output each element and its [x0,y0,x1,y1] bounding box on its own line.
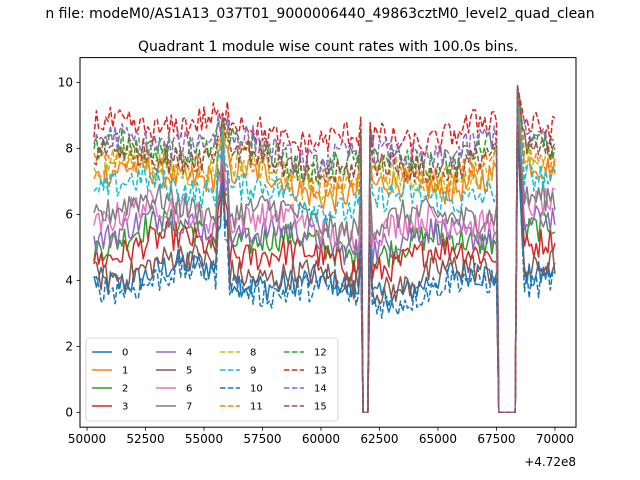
legend-label-3: 3 [122,402,128,413]
x-axis: 50000 52500 55000 57500 60000 62500 65000 67500… [68,427,574,446]
legend-label-1: 1 [122,366,128,377]
legend-label-7: 7 [186,402,192,413]
series-line-4 [93,107,556,414]
legend-label-4: 4 [186,348,192,359]
y-tick-label: 8 [65,142,73,156]
y-tick-label: 2 [65,340,73,354]
figure-suptitle: n file: modeM0/AS1A13_037T01_9000006440_… [45,6,594,22]
x-tick-label: 70000 [536,432,574,446]
x-tick-label: 62500 [360,432,398,446]
legend-box [85,337,339,422]
series-line-0 [93,128,556,414]
series-line-9 [93,94,556,414]
series-line-15 [93,87,556,414]
axes-frame [79,57,577,428]
x-offset-label: +4.72e8 [524,455,576,469]
series-line-5 [93,126,556,414]
x-tick-label: 67500 [477,432,515,446]
x-tick-label: 52500 [126,432,164,446]
x-tick-label: 55000 [185,432,223,446]
legend-label-12: 12 [314,348,327,359]
legend-label-0: 0 [122,348,128,359]
series-line-10 [93,137,556,414]
x-tick-label: 57500 [243,432,281,446]
y-tick-label: 4 [65,274,73,288]
legend-label-11: 11 [250,402,263,413]
legend-label-14: 14 [314,384,327,395]
plot-area [93,84,556,414]
x-tick-label: 50000 [68,432,106,446]
y-tick-label: 10 [58,76,73,90]
legend-label-6: 6 [186,384,192,395]
legend-label-13: 13 [314,366,327,377]
series-line-13 [93,84,556,414]
y-axis: 0 2 4 6 8 10 [58,76,80,420]
legend-label-2: 2 [122,384,128,395]
x-tick-label: 65000 [419,432,457,446]
legend-label-5: 5 [186,366,192,377]
legend-label-10: 10 [250,384,263,395]
legend-label-8: 8 [250,348,256,359]
legend-label-15: 15 [314,402,327,413]
series-line-14 [93,86,556,414]
y-tick-label: 0 [65,406,73,420]
x-tick-label: 60000 [302,432,340,446]
chart-title: Quadrant 1 module wise count rates with … [138,39,518,55]
y-tick-label: 6 [65,208,73,222]
series-line-11 [93,89,556,414]
legend-label-9: 9 [250,366,256,377]
